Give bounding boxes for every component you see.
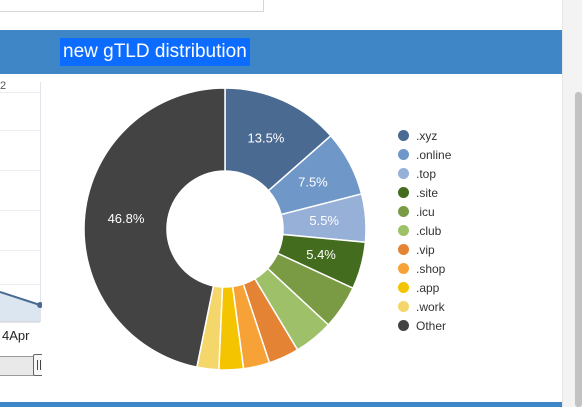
legend-item[interactable]: .xyz [398,126,451,145]
legend-label: .top [416,166,437,181]
left-series-area [0,291,42,323]
legend-swatch [398,206,409,217]
donut-data-label: 7.5% [298,174,328,189]
legend-swatch [398,301,409,312]
grid-line [0,92,40,93]
legend-item[interactable]: .top [398,164,451,183]
legend-swatch [398,244,409,255]
legend-label: .club [416,223,442,238]
chart-header: new gTLD distribution [0,30,562,74]
axis-line [40,82,41,322]
legend-label: .xyz [416,128,438,143]
chart-panel: 2 4Apr 13.5% 7.5% 5.5% 5.4% 46.8% .xyz .onlin… [0,74,562,402]
legend-item[interactable]: .app [398,278,451,297]
legend-swatch [398,149,409,160]
grid-line [0,250,40,251]
legend-swatch [398,263,409,274]
legend-item[interactable]: .club [398,221,451,240]
donut-slice-Other[interactable] [83,87,226,369]
chart-legend: .xyz .online .top .site .icu .club .vip .shop .a… [398,126,451,335]
legend-label: .app [416,280,440,295]
donut-data-label: 13.5% [248,130,285,145]
legend-item[interactable]: .shop [398,259,451,278]
legend-swatch [398,282,409,293]
legend-swatch [398,168,409,179]
legend-item[interactable]: .work [398,297,451,316]
bottom-bar [0,402,562,407]
grid-line [0,284,40,285]
scrollbar-thumb[interactable] [575,92,582,407]
donut-chart-svg: 13.5% 7.5% 5.5% 5.4% 46.8% [83,87,367,371]
legend-item[interactable]: .online [398,145,451,164]
legend-label: .shop [416,261,446,276]
legend-swatch [398,187,409,198]
donut-slice-xyz[interactable] [224,87,332,192]
donut-data-label: 5.5% [309,213,339,228]
donut-data-label: 46.8% [108,211,145,226]
legend-item[interactable]: .vip [398,240,451,259]
grid-line [0,170,40,171]
range-handle[interactable] [33,354,42,376]
legend-label: .icu [416,204,435,219]
legend-label: .work [416,299,445,314]
top-field[interactable] [0,0,264,12]
legend-label: .site [416,185,439,200]
top-area [0,0,582,30]
legend-swatch [398,225,409,236]
legend-item[interactable]: .icu [398,202,451,221]
legend-item[interactable]: .site [398,183,451,202]
chart-title: new gTLD distribution [60,38,250,66]
grid-line [0,210,40,211]
grid-line [0,130,40,131]
donut-data-label: 5.4% [306,247,336,262]
legend-item[interactable]: Other [398,316,451,335]
date-axis-label: 4Apr [2,328,30,343]
left-axis-label: 2 [0,80,7,92]
legend-swatch [398,320,409,331]
legend-label: .online [416,147,452,162]
left-line-chart: 2 4Apr [0,74,42,402]
donut-chart: 13.5% 7.5% 5.5% 5.4% 46.8% [82,86,368,372]
legend-label: Other [416,318,447,333]
legend-swatch [398,130,409,141]
legend-label: .vip [416,242,435,257]
